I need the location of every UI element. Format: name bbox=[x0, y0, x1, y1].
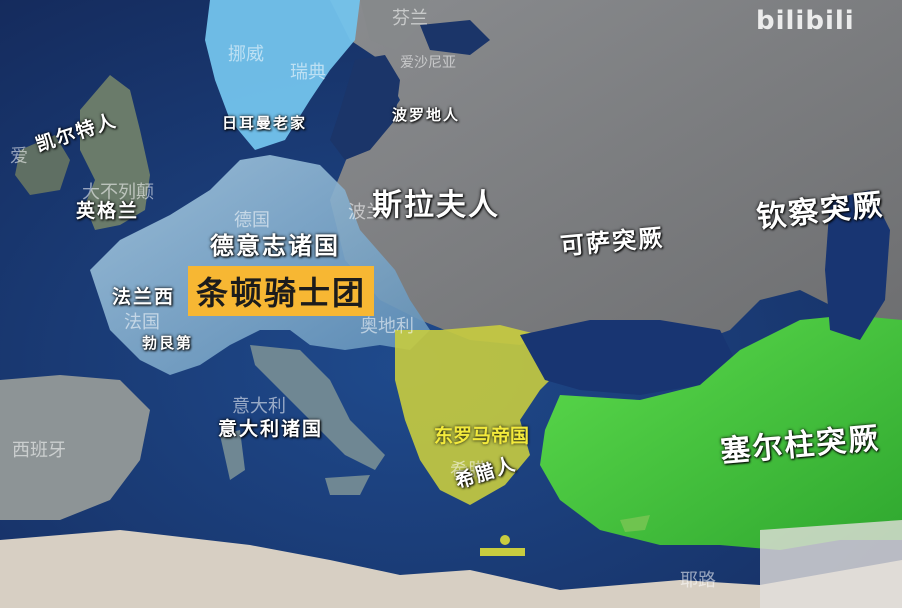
basemap-label-france: 法国 bbox=[124, 312, 160, 333]
bilibili-watermark: bilibili bbox=[756, 6, 855, 36]
label-teutonic-order: 条顿骑士团 bbox=[188, 266, 375, 316]
basemap-label-finland: 芬兰 bbox=[392, 8, 428, 29]
ireland bbox=[15, 135, 70, 195]
label-byzantine-empire: 东罗马帝国 bbox=[434, 425, 530, 447]
scandinavia bbox=[205, 0, 360, 150]
sardinia bbox=[220, 430, 245, 480]
black-sea bbox=[520, 320, 735, 395]
label-england: 英格兰 bbox=[76, 200, 140, 222]
label-slavs: 斯拉夫人 bbox=[372, 188, 500, 223]
basemap-label-austria: 奥地利 bbox=[360, 316, 414, 337]
cyprus bbox=[620, 515, 650, 532]
seljuk-anatolia bbox=[540, 315, 902, 550]
basemap-label-norway: 挪威 bbox=[228, 44, 264, 65]
north-africa bbox=[0, 530, 902, 608]
finland-land bbox=[360, 0, 430, 50]
caspian-sea bbox=[825, 190, 890, 340]
basemap-label-germany: 德国 bbox=[234, 210, 270, 231]
western-central-europe bbox=[90, 155, 430, 375]
basemap-label-estonia: 爱沙尼亚 bbox=[400, 55, 456, 71]
gulf-of-finland bbox=[420, 20, 490, 55]
label-italian-states: 意大利诸国 bbox=[218, 418, 324, 440]
basemap-label-jordan: 耶路 bbox=[680, 570, 716, 591]
label-germanic-homeland: 日耳曼老家 bbox=[222, 114, 308, 132]
basemap-label-italy: 意大利 bbox=[232, 396, 286, 417]
label-france: 法兰西 bbox=[112, 286, 176, 308]
basemap-label-ireland: 爱 bbox=[10, 146, 28, 167]
sicily bbox=[325, 475, 370, 495]
italy bbox=[250, 345, 385, 470]
great-britain bbox=[80, 75, 150, 230]
basemap-label-spain: 西班牙 bbox=[12, 440, 66, 461]
basemap-label-sweden: 瑞典 bbox=[290, 62, 326, 83]
levant-desert bbox=[760, 520, 902, 608]
iberia bbox=[0, 375, 150, 520]
label-german-states: 德意志诸国 bbox=[210, 231, 340, 260]
basemap-label-poland: 波兰 bbox=[348, 202, 384, 223]
crete bbox=[480, 548, 525, 556]
label-burgundy: 勃艮第 bbox=[142, 334, 194, 352]
baltic-sea bbox=[330, 55, 400, 160]
byzantine-balkans bbox=[395, 325, 560, 505]
crete-island bbox=[500, 535, 510, 545]
basemap-label-greece: 希腊 bbox=[450, 460, 486, 481]
basemap-label-britain: 大不列颠 bbox=[82, 182, 154, 203]
eastern-europe-land bbox=[330, 0, 902, 345]
label-baltic-peoples: 波罗地人 bbox=[392, 106, 461, 124]
